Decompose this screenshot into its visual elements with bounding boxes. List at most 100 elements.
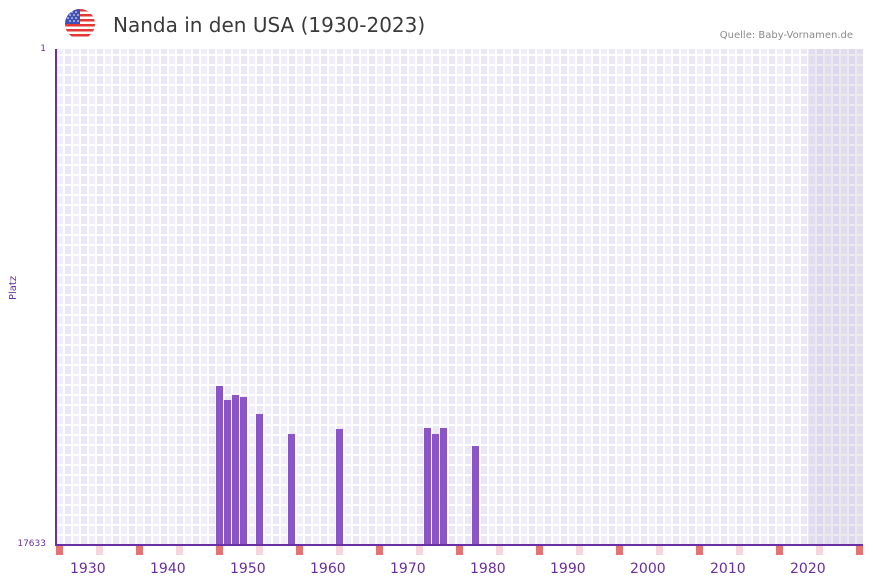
grid-cell bbox=[681, 516, 687, 524]
grid-cell bbox=[609, 326, 615, 334]
grid-cell bbox=[609, 416, 615, 424]
grid-cell bbox=[225, 146, 231, 154]
grid-cell bbox=[241, 106, 247, 114]
grid-cell bbox=[489, 266, 495, 274]
grid-cell bbox=[721, 246, 727, 254]
grid-cell bbox=[537, 326, 543, 334]
grid-cell bbox=[353, 226, 359, 234]
grid-cell bbox=[65, 266, 71, 274]
grid-cell bbox=[713, 426, 719, 434]
grid-cell bbox=[745, 49, 751, 54]
grid-cell bbox=[601, 126, 607, 134]
grid-cell bbox=[705, 256, 711, 264]
grid-cell bbox=[801, 86, 807, 94]
grid-cell bbox=[393, 196, 399, 204]
grid-cell bbox=[169, 506, 175, 514]
grid-cell bbox=[489, 446, 495, 454]
grid-cell bbox=[201, 216, 207, 224]
grid-cell bbox=[185, 336, 191, 344]
grid-cell bbox=[65, 426, 71, 434]
grid-cell bbox=[505, 306, 511, 314]
grid-cell bbox=[121, 366, 127, 374]
grid-cell bbox=[529, 266, 535, 274]
grid-cell bbox=[281, 536, 287, 544]
grid-cell bbox=[617, 186, 623, 194]
grid-cell bbox=[233, 226, 239, 234]
grid-cell bbox=[569, 116, 575, 124]
grid-cell bbox=[177, 256, 183, 264]
grid-cell bbox=[745, 166, 751, 174]
grid-cell bbox=[521, 166, 527, 174]
grid-cell bbox=[289, 406, 295, 414]
grid-cell bbox=[409, 346, 415, 354]
grid-cell bbox=[537, 406, 543, 414]
grid-cell bbox=[641, 49, 647, 54]
grid-cell bbox=[273, 346, 279, 354]
grid-cell bbox=[689, 346, 695, 354]
grid-cell bbox=[601, 336, 607, 344]
grid-cell bbox=[105, 416, 111, 424]
grid-cell bbox=[521, 446, 527, 454]
grid-cell bbox=[809, 226, 815, 234]
grid-cell bbox=[401, 49, 407, 54]
grid-cell bbox=[521, 56, 527, 64]
grid-cell bbox=[425, 256, 431, 264]
grid-cell bbox=[393, 66, 399, 74]
grid-cell bbox=[409, 236, 415, 244]
grid-cell bbox=[177, 526, 183, 534]
grid-cell bbox=[585, 116, 591, 124]
grid-cell bbox=[105, 166, 111, 174]
grid-cell bbox=[777, 136, 783, 144]
grid-cell bbox=[633, 476, 639, 484]
grid-cell bbox=[633, 366, 639, 374]
grid-cell bbox=[265, 346, 271, 354]
grid-cell bbox=[177, 186, 183, 194]
grid-cell bbox=[393, 396, 399, 404]
grid-cell bbox=[777, 196, 783, 204]
grid-cell bbox=[369, 306, 375, 314]
grid-cell bbox=[465, 406, 471, 414]
grid-cell bbox=[113, 536, 119, 544]
grid-cell bbox=[441, 166, 447, 174]
grid-cell bbox=[609, 406, 615, 414]
grid-cell bbox=[305, 136, 311, 144]
grid-cell bbox=[705, 226, 711, 234]
grid-cell bbox=[73, 336, 79, 344]
grid-cell bbox=[601, 296, 607, 304]
grid-cell bbox=[193, 336, 199, 344]
grid-cell bbox=[665, 156, 671, 164]
grid-cell bbox=[825, 416, 831, 424]
grid-cell bbox=[769, 106, 775, 114]
grid-cell bbox=[689, 49, 695, 54]
grid-cell bbox=[329, 416, 335, 424]
grid-cell bbox=[625, 156, 631, 164]
grid-cell bbox=[833, 196, 839, 204]
grid-cell bbox=[465, 206, 471, 214]
grid-cell bbox=[105, 276, 111, 284]
grid-cell bbox=[617, 156, 623, 164]
grid-cell bbox=[353, 446, 359, 454]
grid-cell bbox=[241, 156, 247, 164]
grid-cell bbox=[425, 246, 431, 254]
grid-cell bbox=[129, 166, 135, 174]
grid-cell bbox=[601, 246, 607, 254]
grid-cell bbox=[833, 336, 839, 344]
grid-cell bbox=[417, 176, 423, 184]
grid-cell bbox=[553, 246, 559, 254]
grid-cell bbox=[569, 136, 575, 144]
grid-cell bbox=[409, 186, 415, 194]
grid-cell bbox=[473, 416, 479, 424]
grid-cell bbox=[81, 446, 87, 454]
grid-cell bbox=[241, 256, 247, 264]
grid-cell bbox=[105, 66, 111, 74]
grid-cell bbox=[529, 406, 535, 414]
grid-cell bbox=[505, 136, 511, 144]
grid-cell bbox=[289, 116, 295, 124]
grid-cell bbox=[105, 506, 111, 514]
grid-cell bbox=[737, 366, 743, 374]
grid-cell bbox=[297, 516, 303, 524]
grid-cell bbox=[57, 456, 63, 464]
grid-cell bbox=[841, 226, 847, 234]
grid-cell bbox=[761, 256, 767, 264]
grid-cell bbox=[673, 196, 679, 204]
